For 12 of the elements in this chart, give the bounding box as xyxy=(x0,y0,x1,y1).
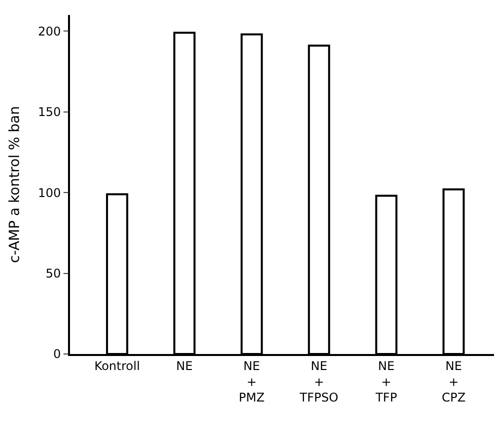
x-tick-label: Kontroll xyxy=(94,359,140,374)
y-axis-title: c-AMP a kontrol % ban xyxy=(7,106,24,264)
x-tick-label: NE + TFP xyxy=(374,359,398,404)
y-tick-label: 100 xyxy=(38,186,61,200)
y-tick-label: 50 xyxy=(46,266,61,280)
y-tick-label: 0 xyxy=(53,347,61,362)
y-tick-label: 200 xyxy=(38,24,61,38)
x-tick-label: NE xyxy=(176,359,193,374)
y-tick-label: 150 xyxy=(38,105,61,120)
x-tick-label: NE + TFPSO xyxy=(298,359,338,404)
x-tick-label: NE + CPZ xyxy=(442,359,466,404)
x-tick-label: NE + PMZ xyxy=(238,359,265,404)
